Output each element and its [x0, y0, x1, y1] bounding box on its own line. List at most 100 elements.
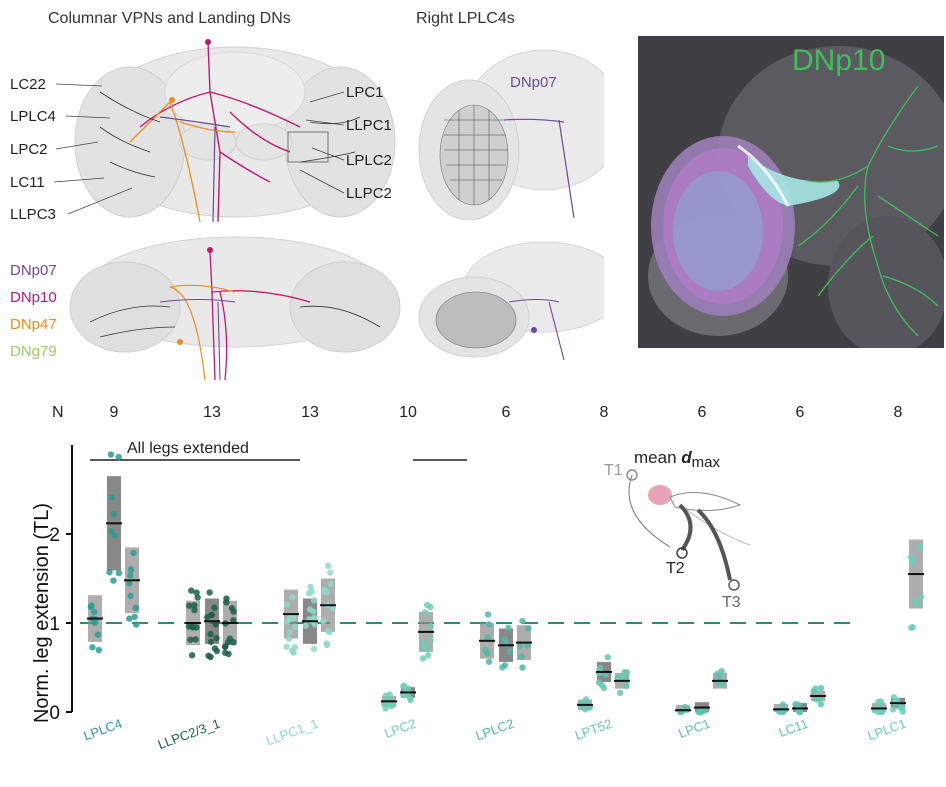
y-tick-label: 2	[49, 525, 60, 546]
data-point	[324, 562, 332, 570]
data-point	[616, 689, 624, 697]
label-lpc2: LPC2	[10, 141, 48, 158]
data-point	[286, 615, 293, 623]
label-lpc1: LPC1	[346, 84, 384, 101]
data-point	[213, 634, 220, 642]
legend-dnp10: DNp10	[10, 289, 57, 306]
label-llpc2: LLPC2	[346, 185, 392, 202]
data-point	[189, 623, 196, 630]
data-point	[127, 566, 135, 573]
data-point	[130, 549, 137, 557]
category-label: LPT52	[573, 716, 614, 743]
inset-t1: T1	[604, 462, 623, 479]
data-point	[225, 650, 232, 658]
n-count: 13	[203, 404, 221, 421]
inset-title-sub: max	[692, 454, 721, 471]
dnp10-fluor-title: DNp10	[792, 44, 886, 77]
data-point	[127, 572, 134, 579]
data-point	[212, 621, 219, 628]
data-point	[133, 621, 140, 628]
data-point	[501, 636, 509, 643]
category-label: LPLC1	[866, 716, 908, 744]
data-point	[507, 648, 514, 655]
data-point	[211, 604, 218, 611]
data-point	[779, 701, 787, 708]
data-point	[286, 629, 293, 636]
data-point	[482, 647, 489, 654]
data-point	[407, 695, 414, 702]
data-point	[288, 647, 296, 655]
data-point	[292, 623, 299, 631]
n-count: 8	[600, 404, 609, 421]
leg-extension-chart: N All legs extended Norm. leg extension …	[31, 404, 925, 752]
category-label: LLPC1_1	[264, 716, 320, 749]
data-point	[115, 569, 123, 577]
data-point	[132, 604, 140, 612]
data-point	[211, 645, 219, 652]
data-point	[623, 682, 630, 690]
data-point	[897, 704, 904, 711]
data-point	[108, 494, 116, 501]
data-point	[207, 638, 215, 646]
label-llpc1: LLPC1	[346, 117, 392, 134]
label-llpc3: LLPC3	[10, 206, 56, 223]
label-lc22: LC22	[10, 76, 46, 93]
label-lplc4: LPLC4	[10, 108, 56, 125]
data-point	[381, 701, 388, 708]
n-count: 6	[502, 404, 511, 421]
data-point	[191, 606, 198, 614]
data-point	[221, 643, 229, 651]
data-point	[110, 511, 118, 518]
data-point	[908, 624, 915, 631]
data-point	[283, 601, 291, 608]
data-point	[427, 636, 434, 643]
data-point	[404, 685, 412, 692]
panel-title-columnar: Columnar VPNs and Landing DNs	[48, 10, 291, 27]
data-point	[812, 685, 819, 692]
data-point	[206, 589, 213, 596]
dnp07-label: DNp07	[510, 74, 557, 91]
data-point	[191, 602, 198, 609]
data-point	[94, 631, 102, 638]
data-point	[716, 674, 723, 682]
data-point	[907, 553, 915, 561]
data-point	[126, 580, 133, 587]
data-point	[817, 701, 825, 708]
data-point	[310, 645, 318, 652]
data-point	[187, 636, 194, 643]
panel-title-right-lplc4: Right LPLC4s	[416, 10, 515, 27]
data-point	[794, 701, 802, 708]
data-point	[916, 543, 923, 551]
data-point	[908, 558, 916, 566]
data-point	[327, 580, 335, 587]
data-point	[194, 594, 201, 601]
category-label: LPLC4	[82, 716, 124, 744]
legend-dnp47: DNp47	[10, 316, 57, 333]
category-label: LPLC2	[474, 716, 516, 744]
data-point	[621, 668, 628, 676]
data-point	[230, 608, 237, 615]
data-point	[193, 589, 200, 596]
data-point	[719, 681, 726, 688]
data-point	[519, 617, 526, 625]
data-point	[305, 589, 313, 597]
data-point	[126, 615, 133, 622]
data-point	[813, 696, 821, 703]
data-point	[777, 708, 784, 716]
inset-t2: T2	[666, 560, 685, 577]
brain-render-dorsal	[69, 236, 401, 381]
lplc4-render-front	[418, 49, 604, 220]
category-label: LPC2	[382, 716, 418, 741]
data-point	[519, 664, 526, 671]
data-point	[505, 624, 512, 632]
n-count: 6	[796, 404, 805, 421]
data-point	[230, 617, 237, 624]
data-point	[223, 599, 230, 606]
data-point	[207, 630, 214, 638]
data-point	[912, 598, 919, 605]
data-point	[107, 451, 115, 458]
data-point	[131, 613, 138, 620]
data-point	[188, 652, 196, 659]
data-point	[874, 698, 882, 706]
fluorescence-image: DNp10	[638, 36, 944, 348]
